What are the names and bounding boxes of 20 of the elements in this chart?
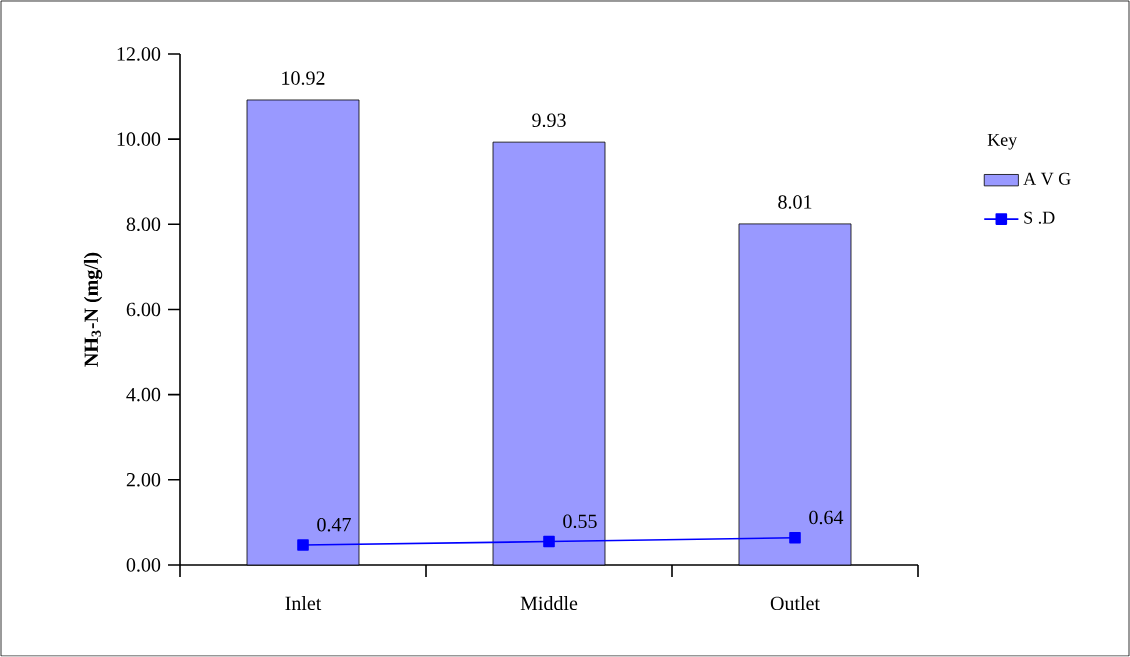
y-axis-title: NH$_{3}$-N (mg/l) (83, 252, 103, 367)
legend-label: S .D (1024, 211, 1055, 224)
y-tick-label: 4.00 (126, 387, 161, 402)
y-tick-label: 12.00 (117, 47, 161, 61)
data-label: 0.47 (317, 517, 351, 532)
data-label: 0.64 (809, 510, 844, 525)
y-tick-label: 0.00 (126, 558, 161, 572)
data-label: 9.93 (532, 113, 566, 128)
data-label: 10.92 (282, 71, 325, 85)
data-label: 0.55 (563, 514, 597, 529)
legend-title: Key (987, 133, 1018, 150)
x-tick-label: Outlet (770, 596, 820, 611)
y-tick-label: 8.00 (126, 217, 161, 232)
legend-label: A V G (1023, 172, 1071, 185)
x-tick-label: Inlet (285, 596, 322, 611)
x-tick-label: Middle (520, 596, 578, 611)
data-label: 8.01 (778, 195, 812, 209)
y-tick-label: 10.00 (117, 132, 161, 146)
y-tick-label: 2.00 (126, 473, 161, 487)
y-tick-label: 6.00 (126, 302, 161, 317)
